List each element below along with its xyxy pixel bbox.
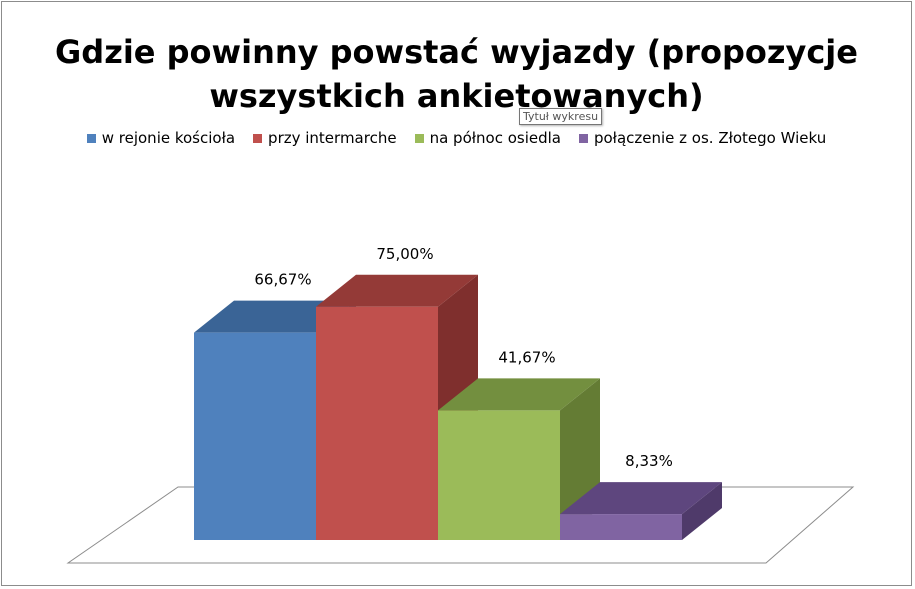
legend-swatch <box>253 133 263 143</box>
legend-label: przy intermarche <box>268 129 397 147</box>
legend-swatch <box>414 133 424 143</box>
chart-legend[interactable]: w rejonie kościoła przy intermarche na p… <box>2 129 911 147</box>
bar-top-przy-intermarche <box>316 274 478 307</box>
chart-title-line-2: wszystkich ankietowanych) <box>209 77 704 115</box>
bar-side-polaczenie-z-os-zlotego-wieku <box>682 482 722 540</box>
legend-label: na północ osiedla <box>429 129 561 147</box>
bar-polaczenie-z-os-zlotego-wieku[interactable] <box>560 514 682 540</box>
legend-item-polaczenie-zlotego-wieku: połączenie z os. Złotego Wieku <box>578 129 827 147</box>
data-label-w-rejonie-kosciola: 66,67% <box>254 271 311 289</box>
legend-swatch <box>578 133 588 143</box>
chart-title-tooltip: Tytuł wykresu <box>519 108 603 125</box>
bar-top-na-polnoc-osiedla <box>438 378 600 411</box>
chart-title-line-1: Gdzie powinny powstać wyjazdy (propozycj… <box>55 33 858 71</box>
legend-label: połączenie z os. Złotego Wieku <box>593 129 827 147</box>
legend-label: w rejonie kościoła <box>101 129 236 147</box>
data-label-przy-intermarche: 75,00% <box>376 245 433 263</box>
legend-item-przy-intermarche: przy intermarche <box>253 129 397 147</box>
chart-title[interactable]: Gdzie powinny powstać wyjazdy (propozycj… <box>2 30 911 118</box>
data-label-polaczenie-z-os-zlotego-wieku: 8,33% <box>625 452 673 470</box>
bar-top-polaczenie-z-os-zlotego-wieku <box>560 482 722 515</box>
bars-group: 66,67% 75,00% 41,67% 8,33% <box>194 245 722 540</box>
bar-w-rejonie-kosciola[interactable] <box>194 332 316 540</box>
legend-item-w-rejonie-kosciola: w rejonie kościoła <box>86 129 236 147</box>
legend-swatch <box>86 133 96 143</box>
data-label-na-polnoc-osiedla: 41,67% <box>498 348 555 366</box>
bar-przy-intermarche[interactable] <box>316 306 438 540</box>
legend-item-na-polnoc-osiedla: na północ osiedla <box>414 129 561 147</box>
bar-na-polnoc-osiedla[interactable] <box>438 410 560 540</box>
bar-top-w-rejonie-kosciola <box>194 300 356 333</box>
